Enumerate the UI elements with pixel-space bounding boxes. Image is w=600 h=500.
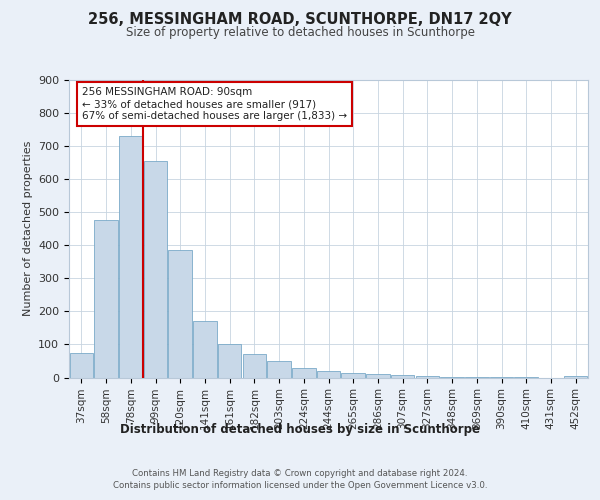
Text: Size of property relative to detached houses in Scunthorpe: Size of property relative to detached ho… <box>125 26 475 39</box>
Bar <box>144 161 167 378</box>
Bar <box>169 250 192 378</box>
Text: Distribution of detached houses by size in Scunthorpe: Distribution of detached houses by size … <box>120 422 480 436</box>
Text: 256, MESSINGHAM ROAD, SCUNTHORPE, DN17 2QY: 256, MESSINGHAM ROAD, SCUNTHORPE, DN17 2… <box>88 12 512 28</box>
Bar <box>70 352 93 378</box>
Bar <box>268 361 291 378</box>
Bar <box>218 344 241 378</box>
Bar <box>391 375 415 378</box>
Text: Contains public sector information licensed under the Open Government Licence v3: Contains public sector information licen… <box>113 481 487 490</box>
Bar <box>317 371 340 378</box>
Bar <box>94 220 118 378</box>
Bar <box>292 368 316 378</box>
Bar <box>564 376 587 378</box>
Text: 256 MESSINGHAM ROAD: 90sqm
← 33% of detached houses are smaller (917)
67% of sem: 256 MESSINGHAM ROAD: 90sqm ← 33% of deta… <box>82 88 347 120</box>
Bar <box>341 372 365 378</box>
Bar <box>193 322 217 378</box>
Bar <box>416 376 439 378</box>
Text: Contains HM Land Registry data © Crown copyright and database right 2024.: Contains HM Land Registry data © Crown c… <box>132 469 468 478</box>
Bar <box>465 377 488 378</box>
Bar <box>366 374 389 378</box>
Bar <box>242 354 266 378</box>
Y-axis label: Number of detached properties: Number of detached properties <box>23 141 32 316</box>
Bar <box>490 377 513 378</box>
Bar <box>119 136 143 378</box>
Bar <box>440 376 464 378</box>
